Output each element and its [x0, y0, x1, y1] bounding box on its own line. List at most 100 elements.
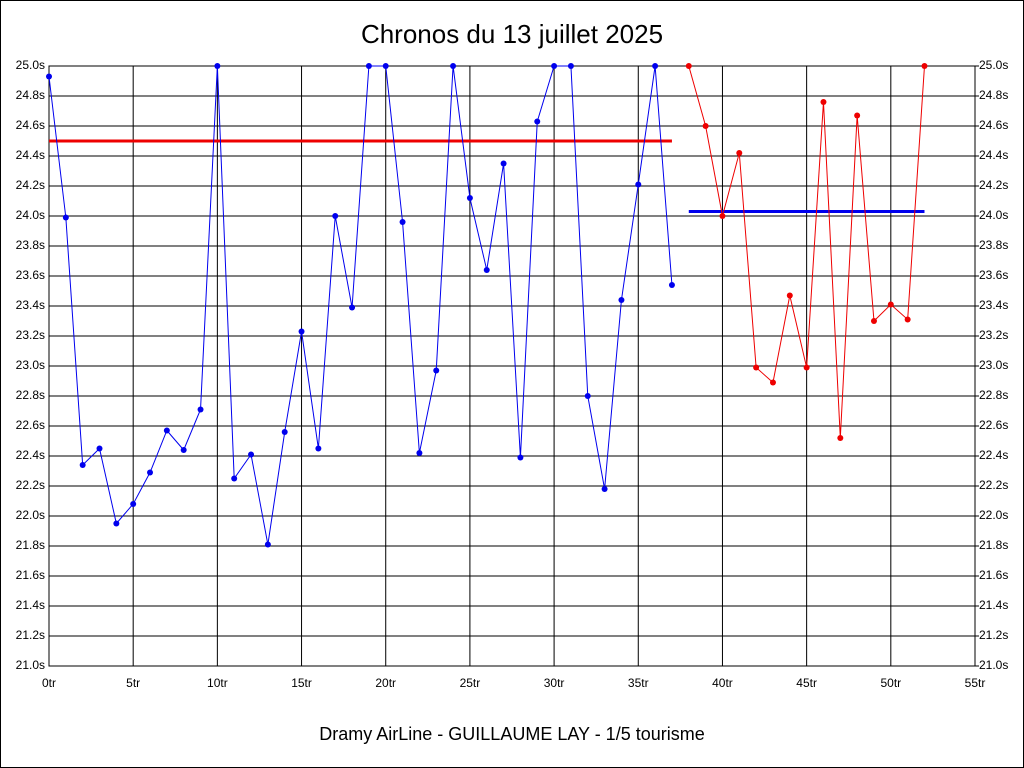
x-tick-label: 25tr — [460, 676, 481, 690]
data-point — [180, 447, 187, 453]
y-tick-label: 23.8s — [16, 238, 45, 252]
data-point — [197, 406, 204, 413]
y2-tick-label: 22.2s — [979, 478, 1008, 492]
y-tick-label: 23.6s — [16, 268, 45, 282]
data-point — [635, 181, 642, 188]
data-point — [921, 63, 928, 69]
y2-tick-label: 24.2s — [979, 178, 1008, 192]
y-tick-label: 21.6s — [16, 568, 45, 582]
y-tick-label: 22.8s — [16, 388, 45, 402]
y-tick-label: 25.0s — [16, 58, 45, 72]
data-point — [500, 160, 507, 167]
y-tick-label: 24.8s — [16, 88, 45, 102]
data-point — [534, 118, 541, 125]
y2-tick-label: 24.0s — [979, 208, 1008, 222]
y2-tick-label: 22.6s — [979, 418, 1008, 432]
y2-tick-label: 21.2s — [979, 628, 1008, 642]
data-point — [79, 462, 86, 468]
chart-caption: Dramy AirLine - GUILLAUME LAY - 1/5 tour… — [319, 724, 704, 744]
y2-tick-label: 24.4s — [979, 148, 1008, 162]
y2-tick-label: 22.0s — [979, 508, 1008, 522]
x-tick-label: 10tr — [207, 676, 228, 690]
x-tick-label: 5tr — [126, 676, 140, 690]
y-tick-label: 22.6s — [16, 418, 45, 432]
data-point — [365, 63, 372, 69]
data-point — [567, 63, 574, 69]
data-point — [483, 267, 490, 273]
data-point — [685, 63, 692, 69]
data-point — [887, 301, 894, 308]
data-point — [147, 469, 154, 476]
data-point — [584, 393, 591, 399]
x-tick-label: 55tr — [965, 676, 986, 690]
x-tick-label: 45tr — [796, 676, 817, 690]
y-tick-label: 23.2s — [16, 328, 45, 342]
y2-tick-label: 24.8s — [979, 88, 1008, 102]
data-point — [618, 297, 625, 303]
data-point — [702, 123, 709, 129]
y-tick-label: 21.0s — [16, 658, 45, 672]
data-point — [214, 63, 221, 69]
data-point — [450, 63, 457, 69]
x-tick-label: 50tr — [880, 676, 901, 690]
data-point — [46, 73, 52, 80]
data-point — [736, 150, 743, 156]
data-point — [163, 427, 170, 434]
y-tick-label: 22.4s — [16, 448, 45, 462]
data-point — [416, 450, 423, 456]
data-point — [349, 304, 356, 311]
x-tick-label: 35tr — [628, 676, 649, 690]
y-tick-label: 24.4s — [16, 148, 45, 162]
data-point — [854, 112, 861, 119]
data-point — [870, 318, 877, 324]
data-point — [62, 214, 69, 221]
y-tick-label: 21.8s — [16, 538, 45, 552]
data-point — [517, 454, 524, 461]
data-point — [130, 501, 137, 507]
plot-area — [48, 65, 976, 667]
data-point — [551, 63, 558, 69]
y2-tick-label: 21.0s — [979, 658, 1008, 672]
y-tick-label: 21.2s — [16, 628, 45, 642]
data-point — [904, 316, 911, 323]
data-point — [837, 435, 844, 441]
data-point — [433, 367, 440, 374]
y2-tick-label: 23.8s — [979, 238, 1008, 252]
data-point — [264, 541, 271, 548]
data-point — [399, 219, 406, 225]
data-point — [248, 451, 255, 458]
y2-tick-label: 23.0s — [979, 358, 1008, 372]
y2-tick-label: 23.2s — [979, 328, 1008, 342]
x-tick-label: 40tr — [712, 676, 733, 690]
y2-tick-label: 21.4s — [979, 598, 1008, 612]
data-point — [668, 282, 675, 288]
y-tick-label: 24.6s — [16, 118, 45, 132]
x-tick-label: 20tr — [375, 676, 396, 690]
x-tick-label: 15tr — [291, 676, 312, 690]
y-tick-label: 23.0s — [16, 358, 45, 372]
data-point — [281, 429, 288, 435]
data-point — [652, 63, 659, 69]
y-tick-label: 22.0s — [16, 508, 45, 522]
data-point — [96, 445, 103, 452]
y2-tick-label: 23.6s — [979, 268, 1008, 282]
data-point — [382, 63, 389, 69]
y2-tick-label: 24.6s — [979, 118, 1008, 132]
y-tick-label: 21.4s — [16, 598, 45, 612]
x-tick-label: 0tr — [42, 676, 56, 690]
y2-tick-label: 23.4s — [979, 298, 1008, 312]
data-point — [786, 292, 793, 299]
data-point — [769, 379, 776, 386]
y-tick-label: 22.2s — [16, 478, 45, 492]
y-tick-label: 24.0s — [16, 208, 45, 222]
data-point — [315, 445, 322, 452]
data-point — [113, 520, 120, 527]
y2-tick-label: 21.8s — [979, 538, 1008, 552]
y-tick-label: 23.4s — [16, 298, 45, 312]
data-point — [601, 486, 608, 492]
data-point — [231, 475, 238, 482]
y2-tick-label: 21.6s — [979, 568, 1008, 582]
